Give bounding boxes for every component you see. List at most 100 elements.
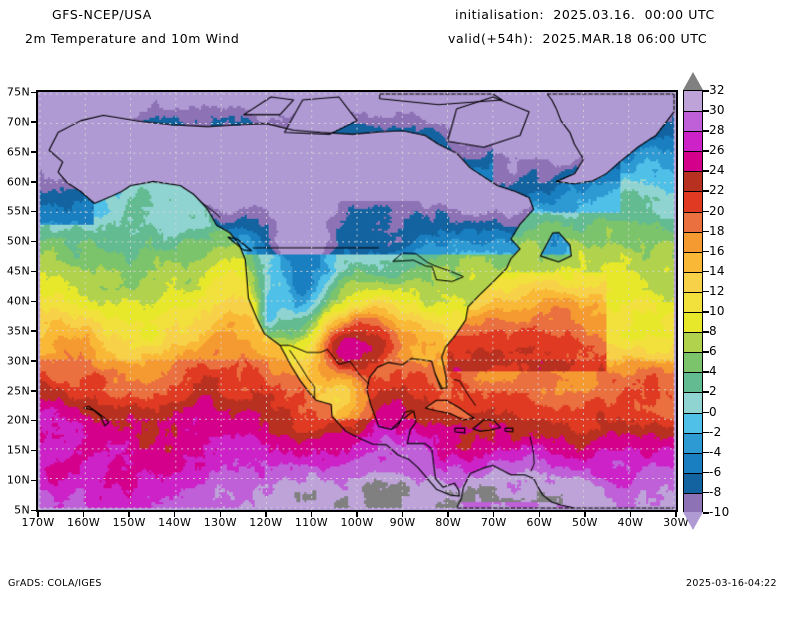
colorbar-label: -4 <box>709 444 722 459</box>
latitude-tickmark <box>31 300 36 302</box>
colorbar-label: 4 <box>709 364 717 379</box>
colorbar-label: 8 <box>709 324 717 339</box>
latitude-tick-label: 5N <box>14 503 30 517</box>
longitude-tickmark <box>128 512 130 517</box>
colorbar-band <box>684 271 702 292</box>
longitude-tick-label: 70W <box>480 516 507 529</box>
colorbar-tickmark <box>703 371 709 373</box>
colorbar-label: -10 <box>709 505 730 519</box>
longitude-tickmark <box>538 512 541 517</box>
colorbar-band <box>684 291 702 313</box>
longitude-tick-label: 150W <box>112 516 146 529</box>
latitude-tick-label: 40N <box>6 294 30 308</box>
longitude-tick-label: 40W <box>617 516 644 529</box>
latitude-tickmark <box>31 91 36 93</box>
header-model-name: GFS-NCEP/USA <box>52 7 152 22</box>
colorbar-band <box>684 452 702 473</box>
colorbar-above-max-arrow <box>683 72 703 90</box>
latitude-tickmark <box>31 390 36 392</box>
colorbar-tickmark <box>703 431 709 434</box>
longitude-tickmark <box>310 512 313 517</box>
colorbar-tickmark <box>703 411 709 414</box>
longitude-tickmark <box>219 512 222 517</box>
longitude-tickmark <box>173 512 176 517</box>
colorbar-below-min-arrow <box>683 512 703 530</box>
latitude-tick-label: 10N <box>6 473 30 487</box>
colorbar-label: 2 <box>709 384 717 399</box>
latitude-tick-label: 75N <box>6 85 30 99</box>
footer-source: GrADS: COLA/IGES <box>8 578 102 589</box>
longitude-tickmark <box>356 512 358 517</box>
colorbar-label: 24 <box>709 163 725 178</box>
colorbar-band <box>684 111 702 132</box>
longitude-tickmark <box>37 512 39 517</box>
longitude-tickmark <box>492 512 495 517</box>
colorbar-band <box>684 352 702 373</box>
latitude-tick-label: 30N <box>6 354 30 368</box>
colorbar-label: -6 <box>709 464 722 479</box>
latitude-tick-label: 45N <box>6 264 30 278</box>
longitude-tick-label: 140W <box>158 516 192 529</box>
colorbar-label: 12 <box>709 283 725 298</box>
footer-generated-time: 2025-03-16-04:22 <box>686 578 777 589</box>
colorbar-band <box>684 151 702 172</box>
header-initialisation-time: initialisation: 2025.03.16. 00:00 UTC <box>455 7 715 22</box>
latitude-tick-label: 70N <box>6 115 30 129</box>
colorbar-tickmark <box>703 491 709 494</box>
colorbar-tickmark <box>703 210 709 213</box>
colorbar-label: 18 <box>709 223 725 238</box>
latitude-tickmark <box>31 121 36 123</box>
colorbar-tickmark <box>703 110 709 112</box>
colorbar-band <box>684 91 702 112</box>
colorbar-label: 26 <box>709 143 725 158</box>
colorbar-tickmark <box>703 150 709 152</box>
colorbar-label: 32 <box>709 83 725 97</box>
colorbar-tickmark <box>703 250 709 253</box>
colorbar-band <box>684 251 702 272</box>
colorbar-tickmark <box>703 190 709 192</box>
latitude-tickmark <box>31 509 36 511</box>
colorbar-band <box>684 191 702 212</box>
latitude-tick-label: 20N <box>6 413 30 427</box>
colorbar-label: 10 <box>709 304 725 319</box>
header-valid-time: valid(+54h): 2025.MAR.18 06:00 UTC <box>448 31 708 46</box>
colorbar-tickmark <box>703 331 709 333</box>
colorbar-band <box>684 472 702 493</box>
colorbar-label: 16 <box>709 243 725 258</box>
longitude-tick-label: 50W <box>571 516 598 529</box>
longitude-tick-label: 80W <box>435 516 462 529</box>
longitude-tick-label: 110W <box>294 516 328 529</box>
longitude-tickmark <box>82 512 85 517</box>
colorbar-band <box>684 412 702 433</box>
longitude-tickmark <box>675 512 677 517</box>
latitude-tick-label: 60N <box>6 175 30 189</box>
colorbar-label: -2 <box>709 424 722 439</box>
longitude-tick-label: 160W <box>67 516 101 529</box>
colorbar-tickmark <box>703 471 709 474</box>
longitude-tickmark <box>629 512 632 517</box>
colorbar-band <box>684 171 702 192</box>
colorbar-tickmark <box>703 451 709 454</box>
latitude-tickmark <box>31 419 36 422</box>
colorbar-label: 14 <box>709 263 725 278</box>
header-field-description: 2m Temperature and 10m Wind <box>25 31 240 46</box>
colorbar-tickmark <box>703 90 709 92</box>
colorbar-bands <box>683 90 703 513</box>
longitude-tick-label: 30W <box>663 516 689 529</box>
latitude-tick-label: 55N <box>6 204 30 218</box>
colorbar-band <box>684 492 702 513</box>
colorbar-band <box>684 131 702 152</box>
longitude-tick-label: 100W <box>340 516 374 529</box>
longitude-tickmark <box>447 512 449 517</box>
latitude-tickmark <box>31 360 36 362</box>
colorbar-tickmark <box>703 290 709 293</box>
latitude-tickmark <box>31 151 36 153</box>
longitude-tickmark <box>265 512 267 517</box>
colorbar-label: 28 <box>709 123 725 138</box>
colorbar-band <box>684 392 702 413</box>
colorbar-tickmark <box>703 351 709 353</box>
latitude-tickmark <box>31 210 36 213</box>
latitude-tickmark <box>31 181 36 183</box>
